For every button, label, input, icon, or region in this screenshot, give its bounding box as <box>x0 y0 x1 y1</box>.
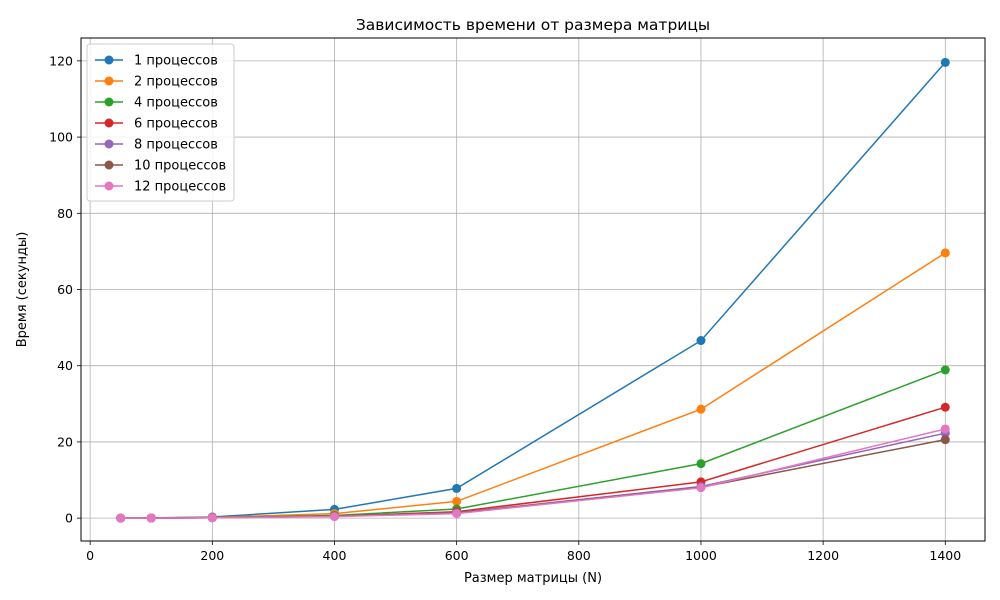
data-point <box>940 57 950 67</box>
legend-item: 12 процессов <box>95 180 226 195</box>
x-axis-title: Размер матрицы (N) <box>464 571 602 586</box>
x-tick-label: 800 <box>567 548 591 563</box>
y-axis-title: Время (секунды) <box>15 232 30 348</box>
legend-marker <box>104 160 114 170</box>
legend-label: 6 процессов <box>134 117 218 132</box>
y-tick-label: 100 <box>49 130 73 145</box>
x-tick-label: 200 <box>200 548 224 563</box>
x-tick-label: 1400 <box>929 548 961 563</box>
series-line <box>120 252 946 519</box>
data-point <box>940 402 950 412</box>
y-tick-label: 120 <box>49 53 73 68</box>
legend-item: 2 процессов <box>95 75 218 90</box>
series-7 <box>116 424 950 523</box>
legend-label: 4 процессов <box>134 96 218 111</box>
legend-marker <box>104 97 114 107</box>
y-tick-label: 40 <box>57 358 73 373</box>
data-point <box>940 248 950 258</box>
legend-marker <box>104 76 114 86</box>
data-point <box>696 459 706 469</box>
y-tick-label: 80 <box>57 206 73 221</box>
y-tick-label: 20 <box>57 434 73 449</box>
legend-label: 12 процессов <box>134 180 226 195</box>
series-6 <box>116 435 950 523</box>
legend-label: 10 процессов <box>134 159 226 174</box>
legend-marker <box>104 139 114 149</box>
chart-title: Зависимость времени от размера матрицы <box>356 16 710 34</box>
legend-frame <box>86 43 235 202</box>
legend: 1 процессов 2 процессов 4 процессов 6 проце… <box>86 43 235 202</box>
data-point <box>696 483 706 493</box>
data-point <box>207 513 217 523</box>
y-tick-label: 0 <box>65 511 73 526</box>
series-line <box>120 406 946 519</box>
legend-label: 2 процессов <box>134 75 218 90</box>
series-line <box>120 369 946 519</box>
grid-layer <box>81 38 985 541</box>
legend-marker <box>104 181 114 191</box>
legend-item: 1 процессов <box>95 54 218 69</box>
data-point <box>696 404 706 414</box>
legend-label: 1 процессов <box>134 54 218 69</box>
y-tick-label: 60 <box>57 282 73 297</box>
data-point <box>146 513 156 523</box>
legend-label: 8 процессов <box>134 138 218 153</box>
data-point <box>696 336 706 346</box>
x-tick-label: 600 <box>445 548 469 563</box>
data-point <box>452 509 462 519</box>
legend-marker <box>104 118 114 128</box>
x-tick-label: 1200 <box>807 548 839 563</box>
x-tick-label: 400 <box>323 548 347 563</box>
data-point <box>940 365 950 375</box>
series-line <box>120 61 946 519</box>
data-point <box>329 512 339 522</box>
series-1 <box>116 57 950 523</box>
legend-marker <box>104 55 114 65</box>
ticks-layer: 0 200 400 600 800 1000 1200 1400 0 20 40 60 80 100 120 <box>49 53 961 563</box>
x-tick-label: 0 <box>86 548 94 563</box>
legend-item: 8 процессов <box>95 138 218 153</box>
data-point <box>452 496 462 506</box>
data-point <box>452 483 462 493</box>
legend-item: 10 процессов <box>95 159 226 174</box>
x-tick-label: 1000 <box>685 548 717 563</box>
legend-item: 6 процессов <box>95 117 218 132</box>
legend-item: 4 процессов <box>95 96 218 111</box>
series-layer <box>116 57 950 523</box>
data-point <box>940 435 950 445</box>
series-line <box>120 438 946 519</box>
data-point <box>940 424 950 434</box>
data-point <box>116 513 126 523</box>
